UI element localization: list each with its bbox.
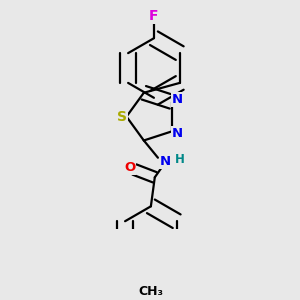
Text: O: O xyxy=(124,161,135,174)
Text: F: F xyxy=(149,9,159,23)
Text: N: N xyxy=(160,155,171,168)
Text: CH₃: CH₃ xyxy=(138,285,164,298)
Text: N: N xyxy=(172,127,183,140)
Text: N: N xyxy=(172,93,183,106)
Text: S: S xyxy=(117,110,127,124)
Text: H: H xyxy=(175,153,185,166)
